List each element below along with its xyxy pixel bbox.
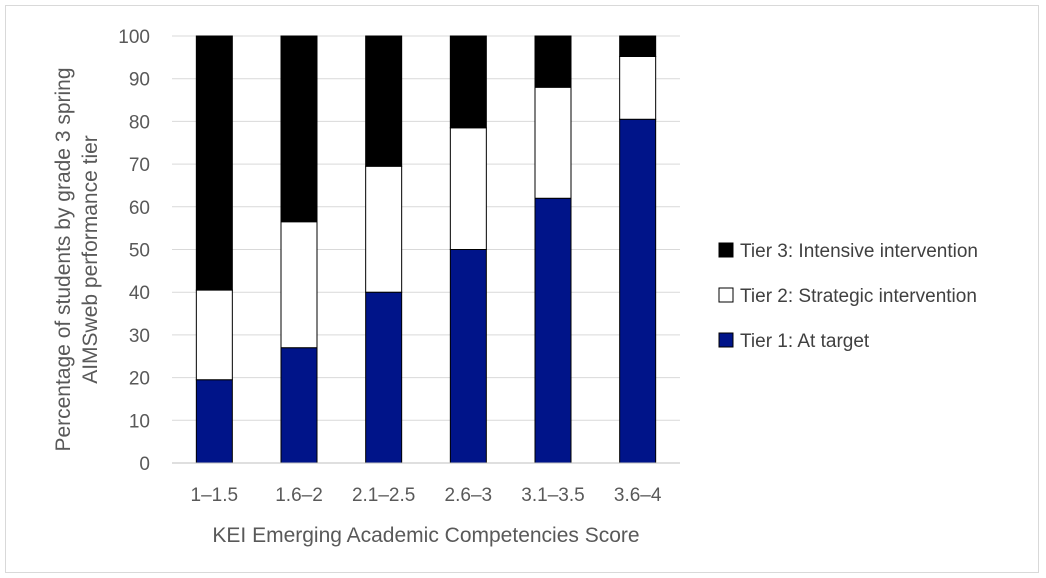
bar-segment-tier-2: [449, 127, 487, 250]
y-tick-label: 50: [129, 241, 150, 262]
bar-segment-tier-3: [365, 35, 403, 167]
y-tick-label: 80: [129, 112, 150, 133]
bar-segment-tier-2: [619, 55, 657, 120]
bar-segment-tier-1: [365, 291, 403, 464]
bar-segment-tier-1: [280, 347, 318, 464]
x-axis-title: KEI Emerging Academic Competencies Score: [212, 524, 639, 547]
x-tick-label: 1.6–2: [275, 485, 323, 506]
gridlines: [172, 35, 680, 421]
x-tick-label: 2.1–2.5: [352, 485, 415, 506]
legend-label: Tier 3: Intensive intervention: [740, 241, 978, 262]
x-axis-ticks: 1–1.5 1.6–2 2.1–2.5 2.6–3 3.1–3.5 3.6–4: [191, 485, 662, 506]
legend-label: Tier 2: Strategic intervention: [740, 286, 977, 307]
y-tick-label: 30: [129, 326, 150, 347]
x-tick-label: 3.6–4: [614, 485, 662, 506]
bar-segment-tier-3: [449, 35, 487, 129]
bar-segment-tier-3: [280, 35, 318, 223]
bar-segment-tier-1: [619, 118, 657, 464]
bar-segment-tier-2: [280, 221, 318, 349]
y-axis-ticks: 0 10 20 30 40 50 60 70 80 90 100: [118, 27, 150, 475]
y-tick-label: 90: [129, 70, 150, 91]
y-tick-label: 40: [129, 283, 150, 304]
bar-segment-tier-2: [195, 289, 233, 381]
y-axis-title: Percentage of students by grade 3 spring…: [52, 67, 102, 451]
y-tick-label: 100: [118, 27, 150, 48]
bar-segment-tier-1: [449, 249, 487, 464]
bar-segment-tier-1: [195, 379, 233, 464]
x-tick-label: 3.1–3.5: [521, 485, 584, 506]
y-tick-label: 0: [139, 454, 150, 475]
bar-segment-tier-3: [534, 35, 572, 88]
y-axis-title-line-1: Percentage of students by grade 3 spring: [52, 67, 75, 451]
chart-frame: [5, 5, 1039, 573]
y-tick-label: 20: [129, 369, 150, 390]
y-tick-label: 70: [129, 155, 150, 176]
bar-segment-tier-2: [534, 86, 572, 199]
x-tick-label: 2.6–3: [445, 485, 493, 506]
legend-swatch: [718, 242, 734, 258]
bar-segment-tier-3: [619, 35, 657, 57]
bar-segment-tier-2: [365, 165, 403, 293]
legend-swatch: [718, 287, 734, 303]
x-tick-label: 1–1.5: [191, 485, 239, 506]
y-tick-label: 60: [129, 198, 150, 219]
y-axis-title-line-2: AIMSweb performance tier: [79, 135, 102, 384]
legend-swatch: [718, 332, 734, 348]
bar-segment-tier-3: [195, 35, 233, 291]
bars: [195, 35, 657, 464]
legend-label: Tier 1: At target: [740, 331, 870, 352]
y-tick-label: 10: [129, 411, 150, 432]
legend: Tier 3: Intensive intervention Tier 2: St…: [718, 241, 978, 352]
bar-segment-tier-1: [534, 197, 572, 464]
